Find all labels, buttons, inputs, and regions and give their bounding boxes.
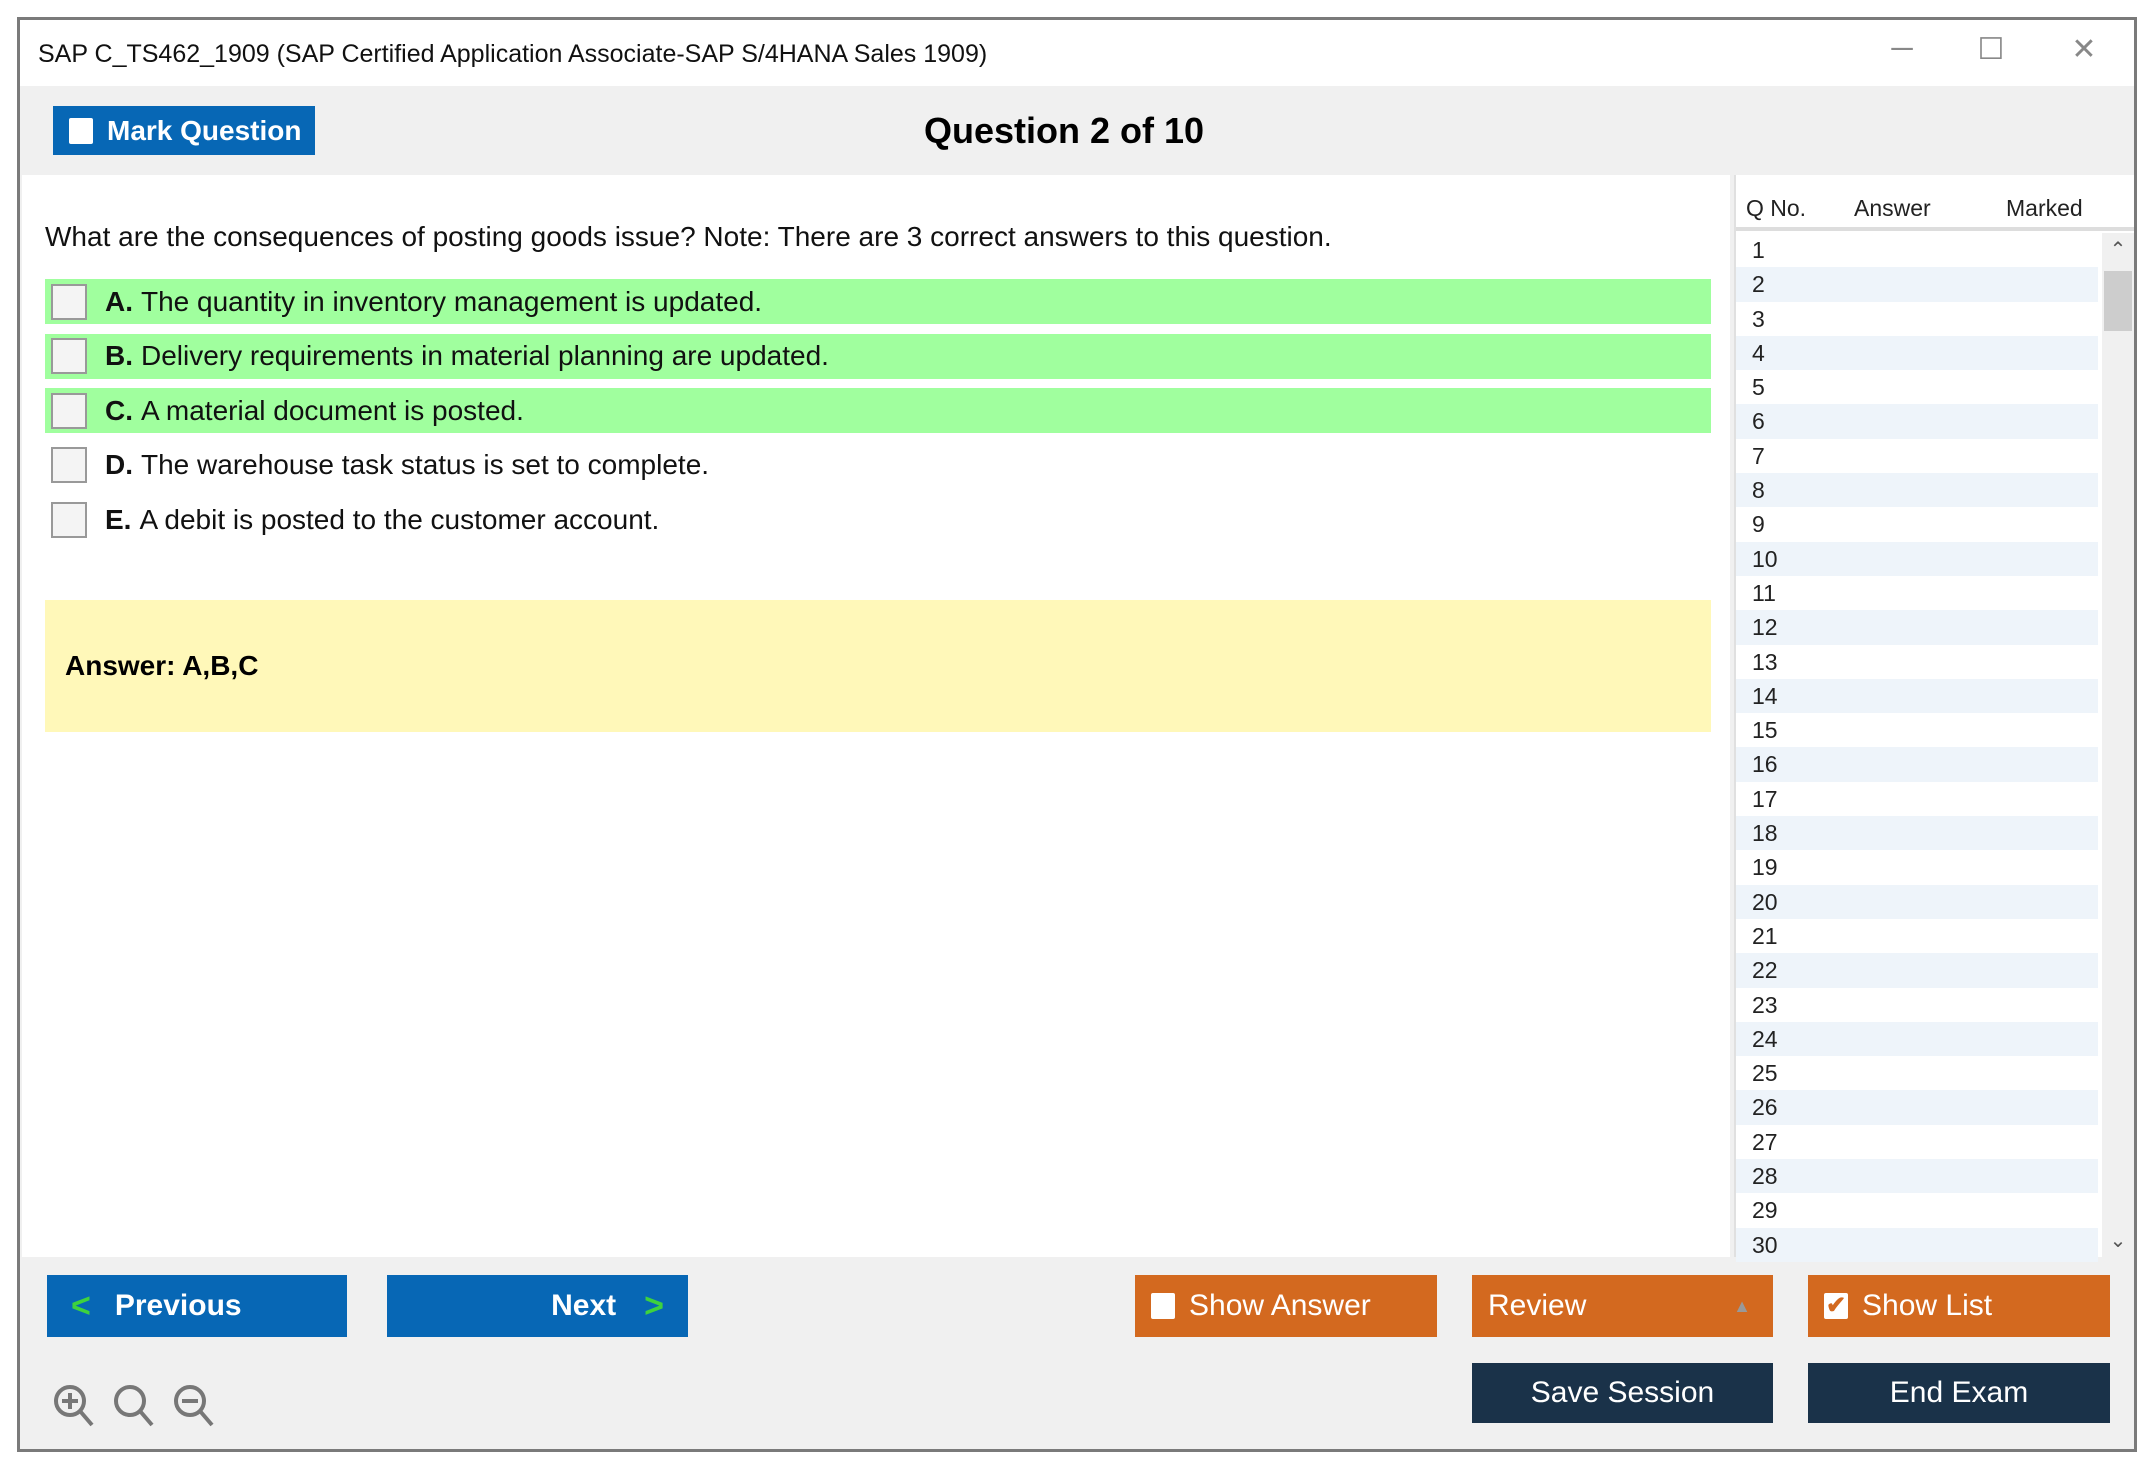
option-letter: D. — [105, 449, 133, 480]
header: Mark Question Question 2 of 10 — [20, 86, 2134, 175]
list-row[interactable]: 11 — [1752, 579, 1776, 606]
list-row[interactable]: 26 — [1736, 1090, 2098, 1125]
option-letter: E. — [105, 503, 132, 535]
option-checkbox[interactable] — [51, 338, 87, 374]
list-row[interactable]: 22 — [1736, 953, 2098, 988]
chevron-left-icon: < — [71, 1286, 91, 1325]
close-icon[interactable]: ✕ — [2071, 33, 2097, 66]
list-row[interactable]: 8 — [1736, 473, 2098, 508]
option-text: Delivery requirements in material planni… — [141, 340, 829, 371]
mark-question-button[interactable]: Mark Question — [53, 106, 315, 155]
list-row[interactable]: 20 — [1736, 884, 2098, 919]
option-text: A debit is posted to the customer accoun… — [139, 503, 660, 535]
option-text: A material document is posted. — [141, 394, 524, 426]
list-row[interactable]: 18 — [1736, 816, 2098, 851]
list-row[interactable]: 6 — [1736, 404, 2098, 439]
checkbox-icon — [69, 117, 93, 144]
list-row[interactable]: 17 — [1752, 785, 1778, 812]
list-header: Q No. Answer Marked — [1736, 183, 2134, 231]
list-row[interactable]: 1 — [1752, 237, 1765, 263]
scroll-up-icon[interactable]: ⌃ — [2109, 239, 2127, 261]
mark-question-label: Mark Question — [107, 114, 302, 146]
list-row[interactable]: 3 — [1752, 305, 1765, 332]
checked-checkbox-icon: ✔ — [1824, 1292, 1848, 1319]
option-c[interactable]: C. A material document is posted. — [45, 388, 1711, 433]
list-row[interactable]: 13 — [1752, 648, 1778, 675]
list-row[interactable]: 25 — [1752, 1060, 1778, 1087]
chevron-right-icon: > — [644, 1286, 664, 1325]
scrollbar[interactable]: ⌃ ⌄ — [2102, 233, 2134, 1257]
review-button[interactable]: Review ▲ — [1472, 1275, 1773, 1337]
list-row[interactable]: 5 — [1752, 374, 1765, 401]
list-row[interactable]: 15 — [1752, 717, 1778, 744]
option-letter: B. — [105, 340, 133, 371]
show-answer-button[interactable]: Show Answer — [1135, 1275, 1437, 1337]
scrollbar-thumb[interactable] — [2104, 271, 2132, 331]
answer-box: Answer: A,B,C — [45, 600, 1711, 732]
list-row[interactable]: 21 — [1752, 922, 1778, 949]
option-d[interactable]: D. The warehouse task status is set to co… — [45, 443, 1711, 488]
option-letter: C. — [105, 394, 133, 426]
zoom-in-icon[interactable] — [54, 1385, 94, 1427]
list-row[interactable]: 24 — [1736, 1021, 2098, 1057]
next-button[interactable]: Next > — [387, 1275, 688, 1337]
show-list-button[interactable]: ✔ Show List — [1808, 1275, 2110, 1337]
option-checkbox[interactable] — [51, 392, 87, 429]
list-row[interactable]: 10 — [1736, 541, 2098, 576]
list-row[interactable]: 28 — [1736, 1159, 2098, 1194]
question-area: What are the consequences of posting goo… — [22, 175, 1730, 1257]
checkbox-icon — [1151, 1293, 1175, 1319]
col-qno[interactable]: Q No. — [1746, 195, 1807, 221]
list-row[interactable]: 27 — [1752, 1128, 1778, 1155]
show-answer-label: Show Answer — [1189, 1289, 1371, 1322]
show-list-label: Show List — [1862, 1289, 1993, 1322]
zoom-controls — [54, 1385, 214, 1427]
option-a[interactable]: A. The quantity in inventory management i… — [45, 279, 1711, 324]
option-checkbox[interactable] — [51, 447, 87, 483]
option-letter: A. — [105, 285, 133, 317]
end-exam-button[interactable]: End Exam — [1808, 1363, 2110, 1423]
zoom-reset-icon[interactable] — [114, 1385, 154, 1427]
list-row[interactable]: 7 — [1752, 442, 1765, 469]
question-text: What are the consequences of posting goo… — [45, 221, 1332, 252]
list-row[interactable]: 4 — [1736, 335, 2098, 371]
app-window: SAP C_TS462_1909 (SAP Certified Applicat… — [17, 17, 2137, 1452]
title-bar: SAP C_TS462_1909 (SAP Certified Applicat… — [20, 20, 2134, 86]
list-row[interactable]: 2 — [1736, 267, 2098, 302]
scroll-down-icon[interactable]: ⌄ — [2109, 1230, 2127, 1252]
list-row[interactable]: 30 — [1736, 1227, 2098, 1262]
previous-label: Previous — [114, 1289, 242, 1322]
previous-button[interactable]: < Previous — [47, 1275, 347, 1337]
triangle-up-icon: ▲ — [1733, 1295, 1751, 1316]
zoom-out-icon[interactable] — [174, 1385, 214, 1427]
next-label: Next — [551, 1289, 617, 1322]
question-list: Q No. Answer Marked 1 2 3 4 5 6 7 8 9 10 11 12 13 14 1… — [1734, 175, 2134, 1262]
list-row[interactable]: 14 — [1736, 678, 2098, 714]
list-row[interactable]: 19 — [1752, 854, 1778, 881]
window-title: SAP C_TS462_1909 (SAP Certified Applicat… — [38, 40, 988, 68]
option-checkbox[interactable] — [51, 283, 87, 320]
list-row[interactable]: 12 — [1736, 610, 2098, 645]
question-title: Question 2 of 10 — [923, 110, 1205, 151]
maximize-icon[interactable]: ☐ — [1977, 33, 2005, 66]
list-row[interactable]: 9 — [1752, 511, 1765, 538]
option-text: The quantity in inventory management is … — [141, 285, 763, 317]
col-answer[interactable]: Answer — [1854, 195, 1931, 221]
save-session-button[interactable]: Save Session — [1472, 1363, 1773, 1423]
review-label: Review — [1488, 1289, 1587, 1322]
option-checkbox[interactable] — [51, 501, 87, 538]
list-row[interactable]: 23 — [1752, 991, 1778, 1018]
col-marked[interactable]: Marked — [2006, 195, 2083, 221]
minimize-icon[interactable]: ─ — [1891, 32, 1913, 65]
list-row[interactable]: 29 — [1752, 1197, 1778, 1224]
option-e[interactable]: E. A debit is posted to the customer acco… — [45, 497, 1711, 542]
list-row[interactable]: 16 — [1736, 747, 2098, 782]
option-text: The warehouse task status is set to comp… — [141, 449, 710, 480]
option-b[interactable]: B. Delivery requirements in material plan… — [45, 333, 1711, 379]
